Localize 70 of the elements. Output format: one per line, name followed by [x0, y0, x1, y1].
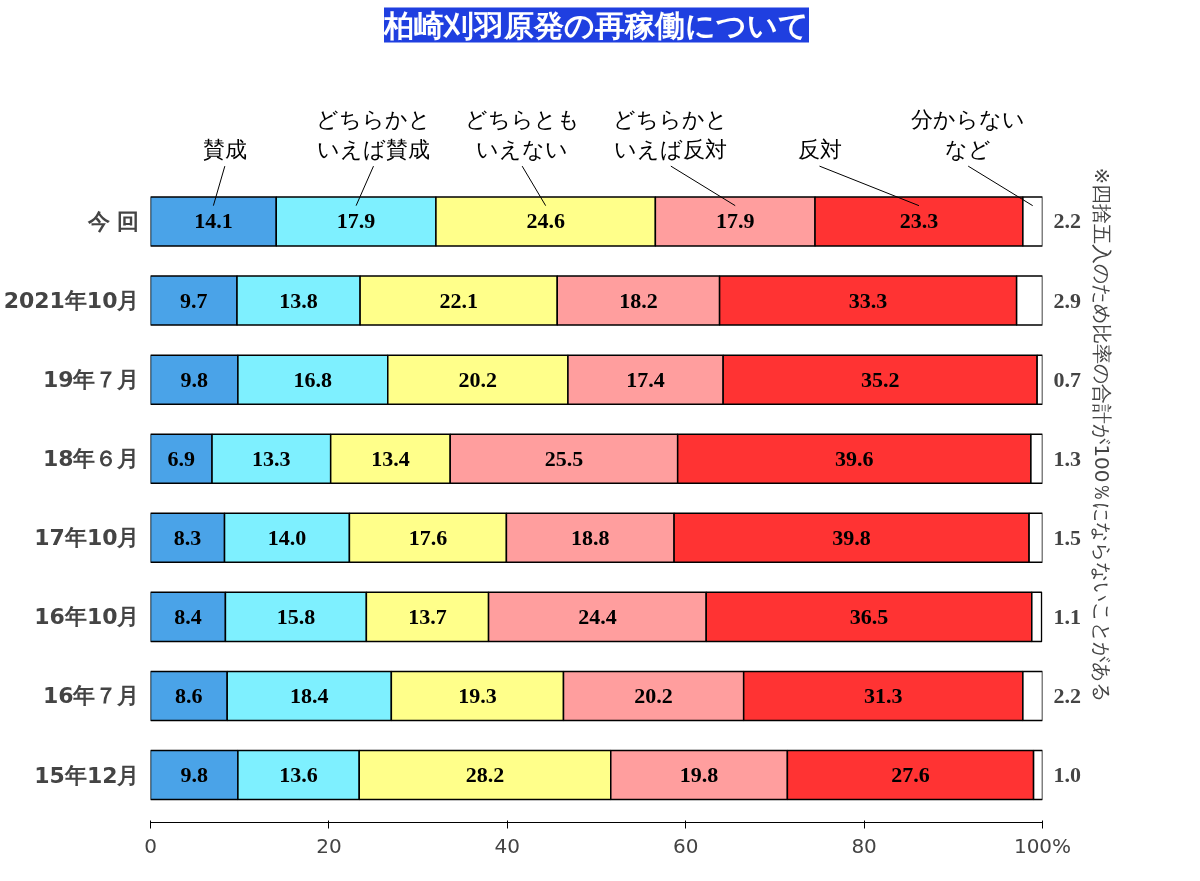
data-label: 19.8 [679, 762, 719, 788]
data-label: 1.1 [1053, 603, 1081, 629]
data-label: 13.3 [252, 445, 291, 471]
data-label: 20.2 [634, 682, 673, 708]
data-label: 17.9 [336, 208, 376, 234]
data-label: 1.3 [1053, 445, 1081, 471]
y-tick-label: 16年10月 [34, 604, 140, 630]
data-label: 39.8 [832, 524, 871, 550]
data-label: 9.8 [180, 762, 208, 788]
data-label: 2.2 [1053, 682, 1081, 708]
data-label: 20.2 [458, 366, 498, 392]
data-label: 1.5 [1053, 524, 1081, 550]
data-label: 36.5 [849, 603, 889, 629]
data-label: 17.6 [408, 524, 448, 550]
chart-title: 柏崎刈羽原発の再稼働について [382, 7, 809, 43]
data-label: 2.2 [1053, 208, 1081, 234]
data-label: 14.1 [194, 208, 233, 234]
data-label: 27.6 [891, 762, 930, 788]
y-tick-label: 17年10月 [34, 525, 140, 551]
data-label: 8.6 [175, 682, 203, 708]
x-tick-label: 40 [494, 833, 521, 858]
data-label: 2.9 [1053, 287, 1081, 313]
data-label: 19.3 [458, 682, 497, 708]
data-label: 8.4 [174, 603, 202, 629]
y-tick-label: 今 回 [86, 208, 140, 234]
data-label: 18.4 [290, 682, 329, 708]
data-label: 17.9 [715, 208, 755, 234]
data-label: 18.8 [571, 524, 610, 550]
series-label: どちらかといえば反対 [613, 107, 729, 163]
data-label: 23.3 [899, 208, 939, 234]
data-label: 25.5 [544, 445, 584, 471]
data-label: 35.2 [860, 366, 900, 392]
data-label: 22.1 [439, 287, 478, 313]
x-tick-label: 20 [316, 833, 342, 858]
text: ※四捨五入のため比率の合計が100％にならないことがある [1089, 167, 1114, 703]
y-tick-label: 2021年10月 [3, 288, 140, 314]
data-label: 13.8 [279, 287, 318, 313]
data-label: 24.4 [578, 603, 617, 629]
data-label: 39.6 [835, 445, 874, 471]
series-label: 分からないなど [911, 107, 1026, 163]
series-label: どちらともいえない [464, 107, 580, 163]
data-label: 8.3 [173, 524, 202, 550]
y-tick-label: 18年６月 [42, 446, 140, 472]
data-label: 13.7 [408, 603, 447, 629]
x-tick-label: 60 [672, 833, 699, 858]
x-tick-label: 100% [1013, 833, 1072, 858]
data-label: 15.8 [276, 603, 316, 629]
data-label: 13.4 [371, 445, 410, 471]
data-label: 6.9 [167, 445, 196, 471]
data-label: 14.0 [267, 524, 307, 550]
data-label: 9.7 [180, 287, 208, 313]
y-tick-label: 16年７月 [42, 683, 140, 709]
data-label: 18.2 [619, 287, 658, 313]
x-tick-label: 80 [851, 833, 877, 858]
data-label: 0.7 [1053, 366, 1081, 392]
data-label: 17.4 [626, 366, 665, 392]
y-tick-label: 15年12月 [34, 762, 140, 788]
y-tick-label: 19年７月 [42, 367, 140, 393]
series-label: 賛成 [202, 137, 247, 163]
data-label: 16.8 [293, 366, 333, 392]
series-label: どちらかといえば賛成 [316, 107, 431, 163]
data-label: 9.8 [180, 366, 208, 392]
data-label: 31.3 [864, 682, 903, 708]
series-label: 反対 [797, 137, 842, 163]
data-label: 28.2 [465, 762, 505, 788]
data-label: 13.6 [279, 762, 318, 788]
x-tick-label: 0 [144, 833, 157, 858]
data-label: 33.3 [848, 287, 888, 313]
data-label: 1.0 [1053, 762, 1081, 788]
data-label: 24.6 [526, 208, 565, 234]
